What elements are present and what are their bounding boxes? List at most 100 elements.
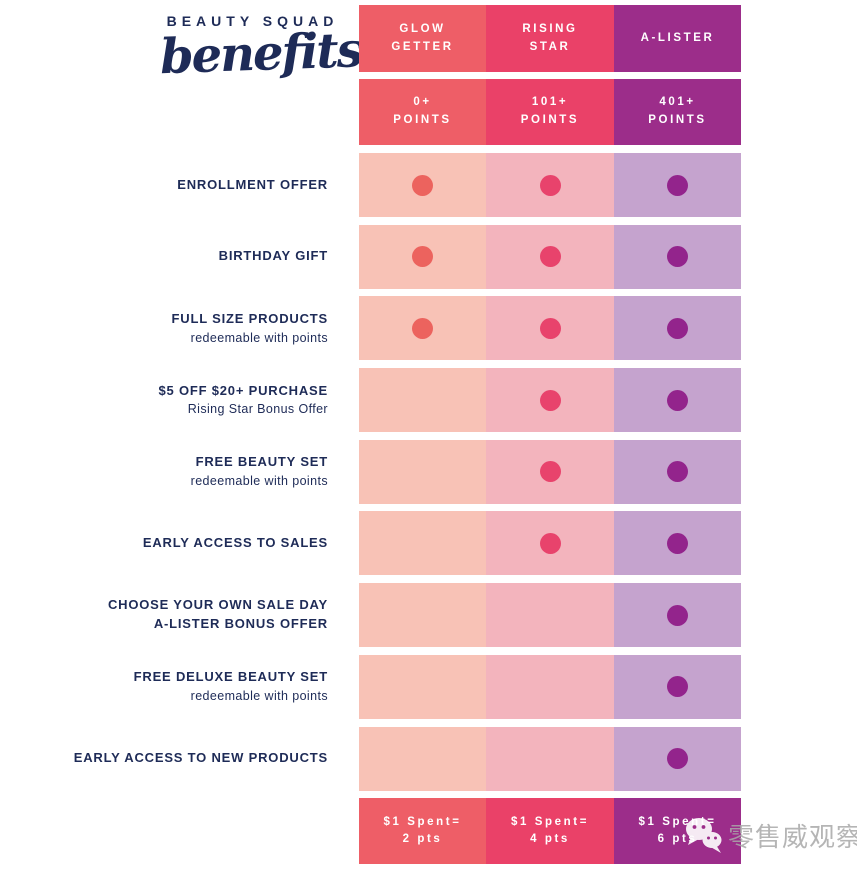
row-label: FREE DELUXE BEAUTY SET redeemable with po… — [0, 655, 359, 719]
benefit-cell-tier-1 — [359, 583, 486, 648]
row-label-main: FULL SIZE PRODUCTS — [171, 310, 328, 326]
row-label-main: EARLY ACCESS TO SALES — [142, 535, 328, 551]
earn-rate-glow-getter: $1 Spent= 2 pts — [383, 815, 462, 846]
benefit-dot — [667, 532, 688, 554]
benefit-row: FULL SIZE PRODUCTS redeemable with points — [0, 296, 741, 361]
benefit-dot — [539, 461, 561, 483]
tier-name-a-lister: A-LISTER — [640, 31, 715, 44]
row-label-main: CHOOSE YOUR OWN SALE DAY — [107, 597, 328, 613]
benefit-cell-tier-3 — [614, 439, 741, 504]
benefit-row: FREE BEAUTY SET redeemable with points — [0, 439, 741, 504]
benefit-cell-tier-2 — [486, 296, 614, 361]
benefit-row: CHOOSE YOUR OWN SALE DAY A-LISTER BONUS O… — [0, 583, 741, 648]
benefit-dot — [539, 317, 561, 339]
tier-cell-a-lister: A-LISTER — [614, 5, 741, 72]
benefit-cell-tier-1 — [359, 224, 486, 289]
points-cell-a-lister: 401+ POINTS — [614, 79, 741, 145]
benefit-dot — [667, 676, 688, 698]
benefit-row: $5 OFF $20+ PURCHASE Rising Star Bonus Of… — [0, 368, 741, 433]
tier-name-rising-star: RISING STAR — [522, 22, 578, 53]
benefit-dot — [539, 389, 561, 411]
benefit-cell-tier-3 — [614, 511, 741, 576]
benefit-cell-tier-2 — [486, 726, 614, 791]
benefit-cell-tier-3 — [614, 224, 741, 289]
benefit-cell-tier-1 — [359, 726, 486, 791]
benefit-rows: ENROLLMENT OFFER BIRTHDAY GIFT FULL SIZE P… — [0, 153, 741, 798]
benefit-dot — [539, 174, 561, 196]
benefit-dot — [667, 461, 688, 483]
row-label-sub: Rising Star Bonus Offer — [187, 402, 328, 417]
benefit-dot — [539, 246, 561, 268]
tier-cell-rising-star: RISING STAR — [486, 5, 614, 72]
row-label: EARLY ACCESS TO SALES — [0, 511, 359, 575]
watermark: 零售威观察 — [684, 814, 857, 856]
benefit-cell-tier-3 — [614, 296, 741, 361]
benefit-dot — [667, 246, 688, 268]
tier-name-glow-getter: GLOW GETTER — [391, 22, 454, 53]
benefit-cell-tier-2 — [486, 654, 614, 719]
benefit-cell-tier-2 — [486, 224, 614, 289]
row-label: BIRTHDAY GIFT — [0, 225, 359, 289]
row-label: FREE BEAUTY SET redeemable with points — [0, 440, 359, 504]
page-title: BEAUTY SQUAD benefits — [159, 13, 362, 85]
footer-label-spacer — [0, 798, 359, 864]
points-a-lister: 401+ POINTS — [648, 96, 707, 126]
row-label-main: FREE DELUXE BEAUTY SET — [133, 669, 328, 685]
benefit-dot — [667, 748, 688, 769]
benefit-cell-tier-3 — [614, 654, 741, 719]
header-label-spacer — [0, 5, 359, 72]
points-cell-glow-getter: 0+ POINTS — [359, 79, 486, 145]
tier-header-row: GLOW GETTER RISING STAR A-LISTER — [0, 5, 741, 72]
earn-rate-rising-star: $1 Spent= 4 pts — [510, 815, 590, 846]
points-header-row: 0+ POINTS 101+ POINTS 401+ POINTS — [0, 79, 741, 145]
benefit-cell-tier-2 — [486, 153, 614, 217]
benefit-dot — [667, 174, 688, 196]
benefit-cell-tier-1 — [359, 511, 486, 576]
row-label-sub: redeemable with points — [190, 330, 328, 345]
earn-cell-rising-star: $1 Spent= 4 pts — [486, 798, 614, 865]
wechat-icon — [686, 818, 722, 853]
benefit-cell-tier-3 — [614, 726, 741, 791]
benefit-cell-tier-1 — [359, 153, 486, 217]
earn-cell-glow-getter: $1 Spent= 2 pts — [359, 798, 486, 865]
row-label-main: FREE BEAUTY SET — [195, 454, 328, 470]
benefit-cell-tier-2 — [486, 439, 614, 504]
benefit-cell-tier-1 — [359, 439, 486, 504]
benefit-dot — [412, 246, 433, 268]
benefit-cell-tier-2 — [486, 583, 614, 648]
row-label-sub: A-LISTER BONUS OFFER — [153, 616, 328, 632]
row-label-main: $5 OFF $20+ PURCHASE — [158, 382, 328, 398]
earn-rate-row: $1 Spent= 2 pts $1 Spent= 4 pts $1 Spent… — [0, 798, 741, 865]
benefit-dot — [412, 317, 433, 339]
row-label: $5 OFF $20+ PURCHASE Rising Star Bonus Of… — [0, 368, 359, 432]
row-label: FULL SIZE PRODUCTS redeemable with points — [0, 296, 359, 360]
benefit-dot — [667, 604, 688, 626]
watermark-text: 零售威观察 — [728, 822, 857, 853]
benefit-row: BIRTHDAY GIFT — [0, 224, 741, 289]
benefit-cell-tier-1 — [359, 654, 486, 719]
benefit-dot — [667, 389, 688, 411]
row-label: CHOOSE YOUR OWN SALE DAY A-LISTER BONUS O… — [0, 583, 359, 647]
benefit-cell-tier-2 — [486, 368, 614, 433]
tier-cell-glow-getter: GLOW GETTER — [359, 5, 486, 72]
points-cell-rising-star: 101+ POINTS — [486, 79, 614, 145]
benefit-cell-tier-3 — [614, 583, 741, 648]
benefit-dot — [667, 317, 688, 339]
points-glow-getter: 0+ POINTS — [393, 96, 452, 126]
title-line1: BEAUTY SQUAD — [166, 13, 339, 29]
row-label-sub: redeemable with points — [190, 689, 328, 704]
benefit-cell-tier-1 — [359, 368, 486, 433]
row-label-main: BIRTHDAY GIFT — [218, 248, 328, 264]
benefits-table: GLOW GETTER RISING STAR A-LISTER 0+ POIN… — [0, 5, 741, 865]
benefit-cell-tier-2 — [486, 511, 614, 576]
benefit-row: FREE DELUXE BEAUTY SET redeemable with po… — [0, 654, 741, 719]
benefit-cell-tier-1 — [359, 296, 486, 361]
benefit-cell-tier-3 — [614, 153, 741, 217]
points-rising-star: 101+ POINTS — [520, 96, 580, 126]
row-label: ENROLLMENT OFFER — [0, 153, 359, 217]
benefit-row: ENROLLMENT OFFER — [0, 153, 741, 217]
points-label-spacer — [0, 79, 359, 145]
earn-cell-a-lister: $1 Spent= 6 pts — [614, 798, 741, 865]
benefit-row: EARLY ACCESS TO NEW PRODUCTS — [0, 726, 741, 791]
